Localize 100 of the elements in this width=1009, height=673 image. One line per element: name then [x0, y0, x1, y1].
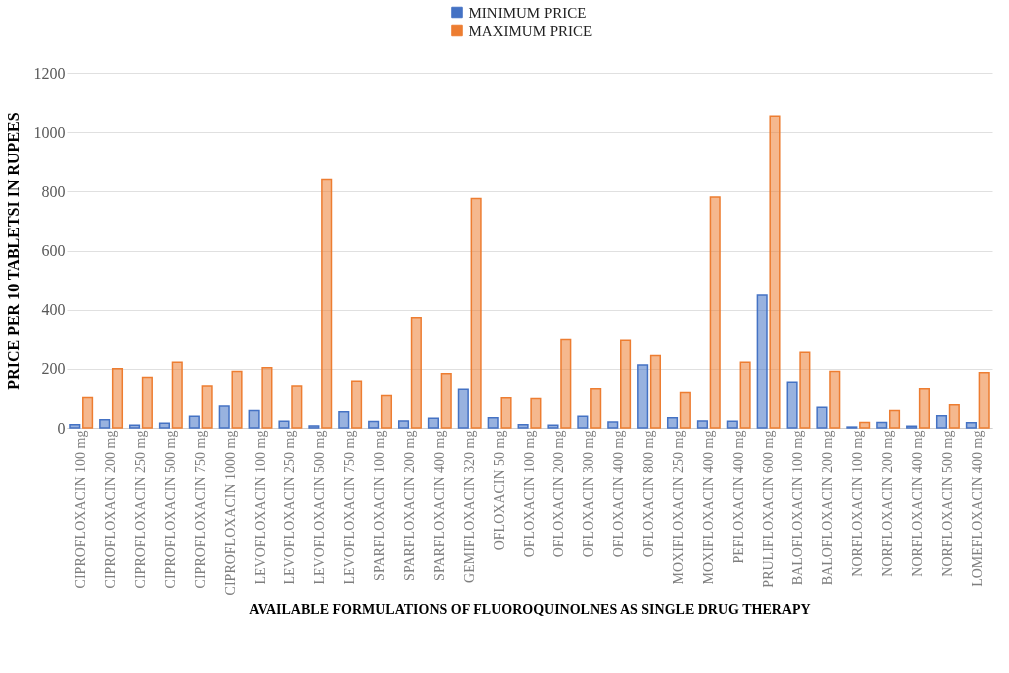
bar — [111, 368, 124, 429]
x-tick-label: NORFLOXACIN 100 mg — [850, 430, 866, 577]
bar — [457, 388, 469, 429]
x-tick-label: BALOFLOXACIN 100 mg — [790, 430, 806, 586]
y-tick-label: 200 — [41, 360, 66, 378]
x-tick-label: OFLOXACIN 100 mg — [521, 430, 537, 558]
bar — [726, 420, 738, 429]
legend-label: MAXIMUM PRICE — [468, 22, 593, 39]
x-tick-label: SPARFLOXACIN 200 mg — [401, 430, 417, 581]
bar — [291, 385, 303, 429]
bar — [231, 370, 243, 429]
bar — [560, 338, 572, 429]
x-axis-title: AVAILABLE FORMULATIONS OF FLUOROQUINOLNES AS SINGLE DRUG THERAPY — [249, 602, 811, 618]
bar — [965, 421, 977, 429]
bar — [948, 403, 960, 429]
x-tick-label: NORFLOXACIN 500 mg — [939, 430, 955, 577]
bar — [769, 115, 781, 429]
bar — [338, 410, 350, 429]
bar — [517, 424, 529, 429]
x-tick-label: LOMEFLOXACIN 400 mg — [969, 430, 985, 587]
bar — [666, 416, 679, 429]
y-tick-label: 1200 — [33, 64, 66, 82]
bar — [261, 366, 273, 429]
bar — [918, 387, 930, 429]
bar — [308, 425, 320, 429]
bar — [171, 361, 183, 429]
bar — [321, 178, 333, 429]
bar — [368, 420, 380, 429]
x-tick-label: SPARFLOXACIN 400 mg — [431, 430, 447, 581]
x-tick-label: MOXIFLOXACIN 400 mg — [700, 430, 716, 585]
bar — [487, 416, 499, 429]
x-tick-label: MOXIFLOXACIN 250 mg — [670, 430, 686, 585]
y-axis-title: PRICE PER 10 TABLETSI IN RUPEES — [4, 112, 22, 390]
x-tick-label: LEVOFLOXACIN 750 mg — [342, 430, 358, 585]
x-tick-label: OFLOXACIN 300 mg — [581, 430, 597, 558]
bar — [888, 409, 901, 429]
bar — [158, 422, 171, 429]
bar — [816, 406, 828, 429]
bar — [69, 424, 81, 429]
x-tick-label: SPARFLOXACIN 100 mg — [372, 430, 388, 581]
bar — [829, 370, 841, 429]
x-tick-label: CIPROFLOXACIN 500 mg — [162, 430, 178, 589]
x-tick-label: LEVOFLOXACIN 250 mg — [282, 430, 298, 585]
bar — [786, 381, 798, 429]
y-tick-label: 0 — [57, 419, 66, 437]
bar — [470, 197, 482, 429]
x-tick-label: CIPROFLOXACIN 1000 mg — [222, 430, 238, 596]
x-tick-label: OFLOXACIN 50 mg — [491, 430, 507, 551]
x-tick-label: OFLOXACIN 200 mg — [551, 430, 567, 558]
bar — [530, 397, 542, 429]
bar — [799, 351, 811, 429]
bar — [577, 415, 589, 429]
bar — [129, 424, 141, 429]
y-tick-label: 400 — [41, 301, 66, 319]
bar — [440, 373, 452, 429]
bar — [99, 418, 111, 429]
bar — [709, 196, 721, 429]
x-tick-label: OFLOXACIN 800 mg — [641, 430, 657, 558]
x-tick-label: LEVOFLOXACIN 500 mg — [312, 430, 328, 585]
bar — [978, 371, 990, 429]
x-tick-label: LEVOFLOXACIN 100 mg — [252, 430, 268, 585]
x-tick-label: NORFLOXACIN 200 mg — [880, 430, 896, 577]
bar — [637, 364, 649, 429]
y-tick-label: 800 — [41, 182, 66, 200]
y-tick-label: 1000 — [33, 123, 66, 141]
bar — [620, 339, 632, 429]
y-tick-label: 600 — [41, 242, 66, 259]
bar — [739, 361, 751, 429]
x-tick-label: CIPROFLOXACIN 750 mg — [192, 430, 208, 589]
bar — [500, 397, 512, 429]
bar — [547, 424, 559, 429]
bar — [248, 409, 260, 429]
bar — [278, 420, 290, 429]
x-tick-label: CIPROFLOXACIN 250 mg — [132, 430, 148, 589]
bar — [351, 380, 363, 429]
x-tick-label: PEFLOXACIN 400 mg — [730, 430, 746, 564]
x-tick-label: PRULIFLOXACIN 600 mg — [760, 430, 776, 588]
bar — [82, 396, 94, 429]
x-tick-label: BALOFLOXACIN 200 mg — [820, 430, 836, 586]
x-tick-label: CIPROFLOXACIN 200 mg — [103, 430, 119, 589]
x-tick-label: CIPROFLOXACIN 100 mg — [73, 430, 89, 589]
bar — [590, 387, 602, 429]
bar — [380, 394, 393, 429]
bar — [188, 415, 200, 429]
bar — [201, 385, 213, 429]
bar — [607, 421, 619, 429]
x-tick-label: GEMIFLOXACIN 320 mg — [461, 430, 477, 583]
bar — [696, 420, 708, 429]
bar — [141, 376, 153, 429]
x-tick-label: OFLOXACIN 400 mg — [611, 430, 627, 558]
bar — [859, 421, 871, 429]
x-tick-label: NORFLOXACIN 400 mg — [910, 430, 926, 577]
bar — [427, 417, 439, 429]
bar — [876, 421, 888, 429]
bar — [397, 420, 410, 429]
bar — [935, 415, 948, 429]
bar — [756, 294, 768, 429]
bar — [679, 391, 691, 429]
legend-label: MINIMUM PRICE — [468, 4, 587, 21]
bar — [410, 316, 422, 429]
